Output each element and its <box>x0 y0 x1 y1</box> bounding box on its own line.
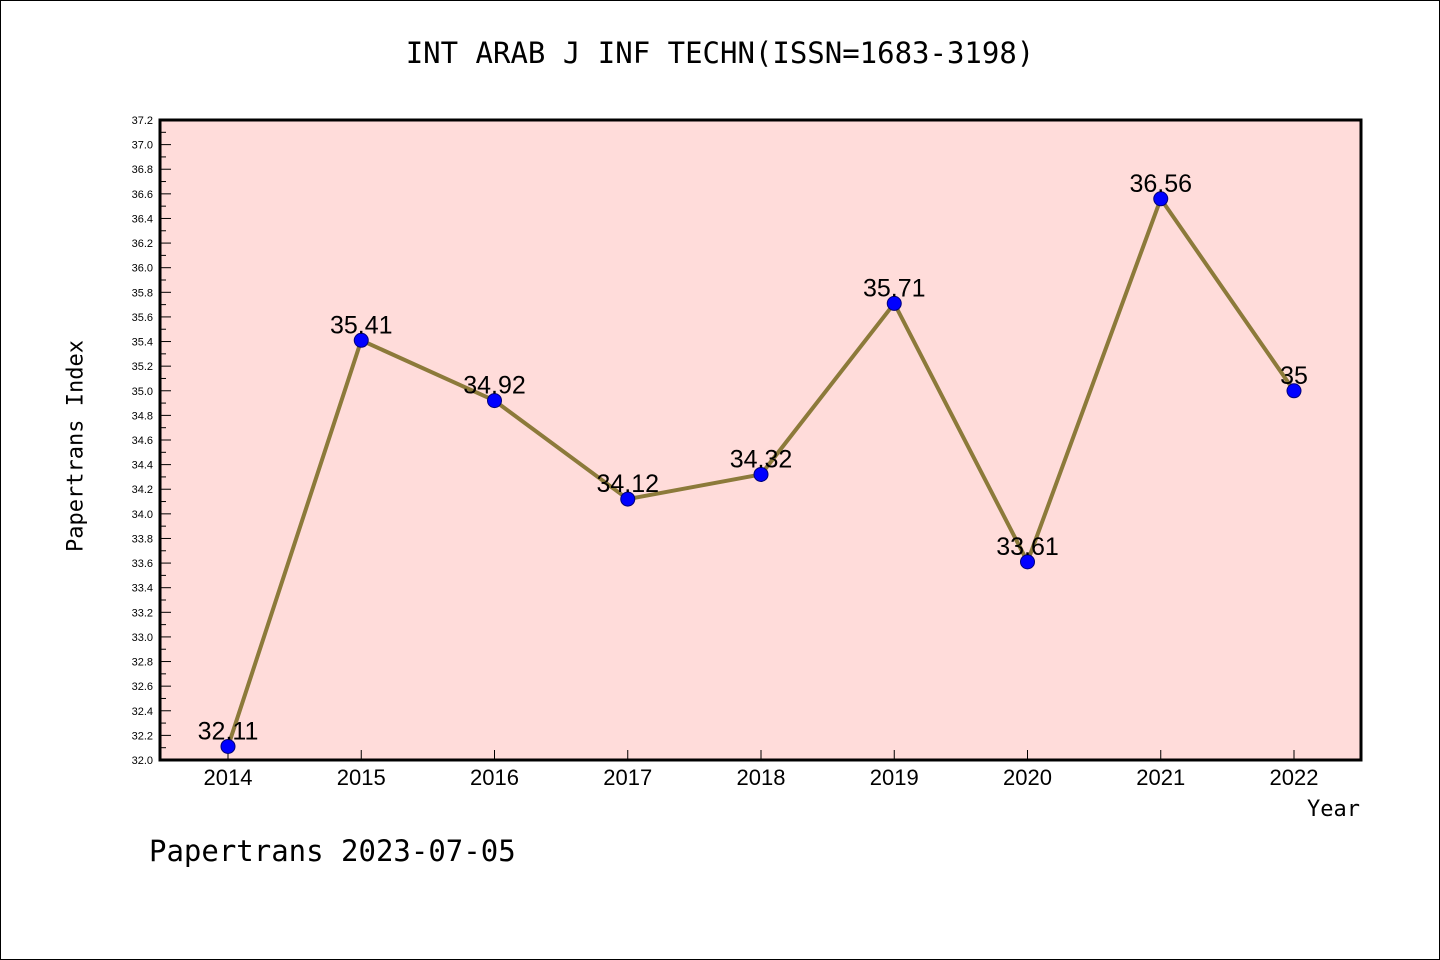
data-point <box>1020 554 1035 570</box>
y-tick-label: 34.2 <box>132 484 153 496</box>
data-label: 35 <box>1280 362 1308 390</box>
data-point <box>220 738 236 754</box>
y-tick-label: 34.4 <box>132 460 153 472</box>
data-label: 34.12 <box>596 470 659 498</box>
data-label: 36.56 <box>1129 170 1192 198</box>
y-tick-label: 32.0 <box>132 755 153 767</box>
data-labels: 32.11 35.41 34.92 34.12 34.32 35.71 33.61 36.56… <box>198 170 1308 746</box>
plot-area <box>160 120 1361 760</box>
y-tick-label: 37.0 <box>132 140 153 152</box>
y-tick-label: 36.4 <box>132 213 153 225</box>
y-tick-label: 33.4 <box>132 583 153 595</box>
x-tick-label: 2022 <box>1270 765 1319 790</box>
data-label: 34.92 <box>463 372 526 400</box>
x-tick-label: 2018 <box>737 765 786 790</box>
data-label: 32.11 <box>198 717 259 745</box>
x-tick-label: 2017 <box>603 765 652 790</box>
data-point <box>620 491 636 507</box>
data-point <box>487 393 502 409</box>
y-tick-label: 37.2 <box>132 115 153 127</box>
data-label: 34.32 <box>730 445 793 473</box>
x-axis-label: Year <box>1307 797 1360 822</box>
data-label: 33.61 <box>996 533 1059 561</box>
data-point <box>753 466 769 482</box>
y-tick-label: 36.2 <box>132 238 153 250</box>
y-tick-label: 34.6 <box>132 435 153 447</box>
x-tick-label: 2019 <box>870 765 919 790</box>
footer-source-date: Papertrans 2023-07-05 <box>149 834 516 868</box>
data-point <box>886 295 902 311</box>
x-tick-label: 2020 <box>1003 765 1052 790</box>
data-point <box>353 332 369 348</box>
plot-border <box>158 118 1363 762</box>
x-tick-label: 2015 <box>337 765 386 790</box>
y-tick-label: 33.8 <box>132 533 153 545</box>
y-tick-label: 32.8 <box>132 657 153 669</box>
y-tick-label: 36.6 <box>132 189 153 201</box>
x-tick-label: 2021 <box>1136 765 1185 790</box>
y-tick-label: 33.0 <box>132 632 153 644</box>
y-tick-label: 35.0 <box>132 386 153 398</box>
data-label: 35.71 <box>863 274 926 302</box>
y-axis-ticks: 32.0 32.2 32.4 32.6 32.8 33.0 33.2 33.4 33.6 33.8… <box>132 115 171 767</box>
y-tick-label: 36.8 <box>132 164 153 176</box>
data-point <box>1286 383 1302 399</box>
y-tick-label: 35.2 <box>132 361 153 373</box>
data-label: 35.41 <box>330 311 393 339</box>
x-axis-ticks: 2014 2015 2016 2017 2018 2019 2020 2021 2022 <box>204 750 1319 790</box>
y-tick-label: 32.4 <box>132 706 153 718</box>
y-tick-label: 35.6 <box>132 312 153 324</box>
y-tick-label: 34.8 <box>132 410 153 422</box>
y-tick-label: 32.6 <box>132 681 153 693</box>
x-tick-label: 2016 <box>470 765 519 790</box>
y-tick-label: 32.2 <box>132 730 153 742</box>
data-point <box>1153 191 1169 207</box>
y-tick-label: 36.0 <box>132 263 153 275</box>
series-markers <box>220 191 1302 754</box>
y-tick-label: 34.0 <box>132 509 153 521</box>
chart-title: INT ARAB J INF TECHN(ISSN=1683-3198) <box>405 36 1035 70</box>
x-tick-label: 2014 <box>204 765 253 790</box>
y-tick-label: 33.6 <box>132 558 153 570</box>
y-tick-label: 35.4 <box>132 337 153 349</box>
y-tick-label: 35.8 <box>132 287 153 299</box>
y-tick-label: 33.2 <box>132 607 153 619</box>
